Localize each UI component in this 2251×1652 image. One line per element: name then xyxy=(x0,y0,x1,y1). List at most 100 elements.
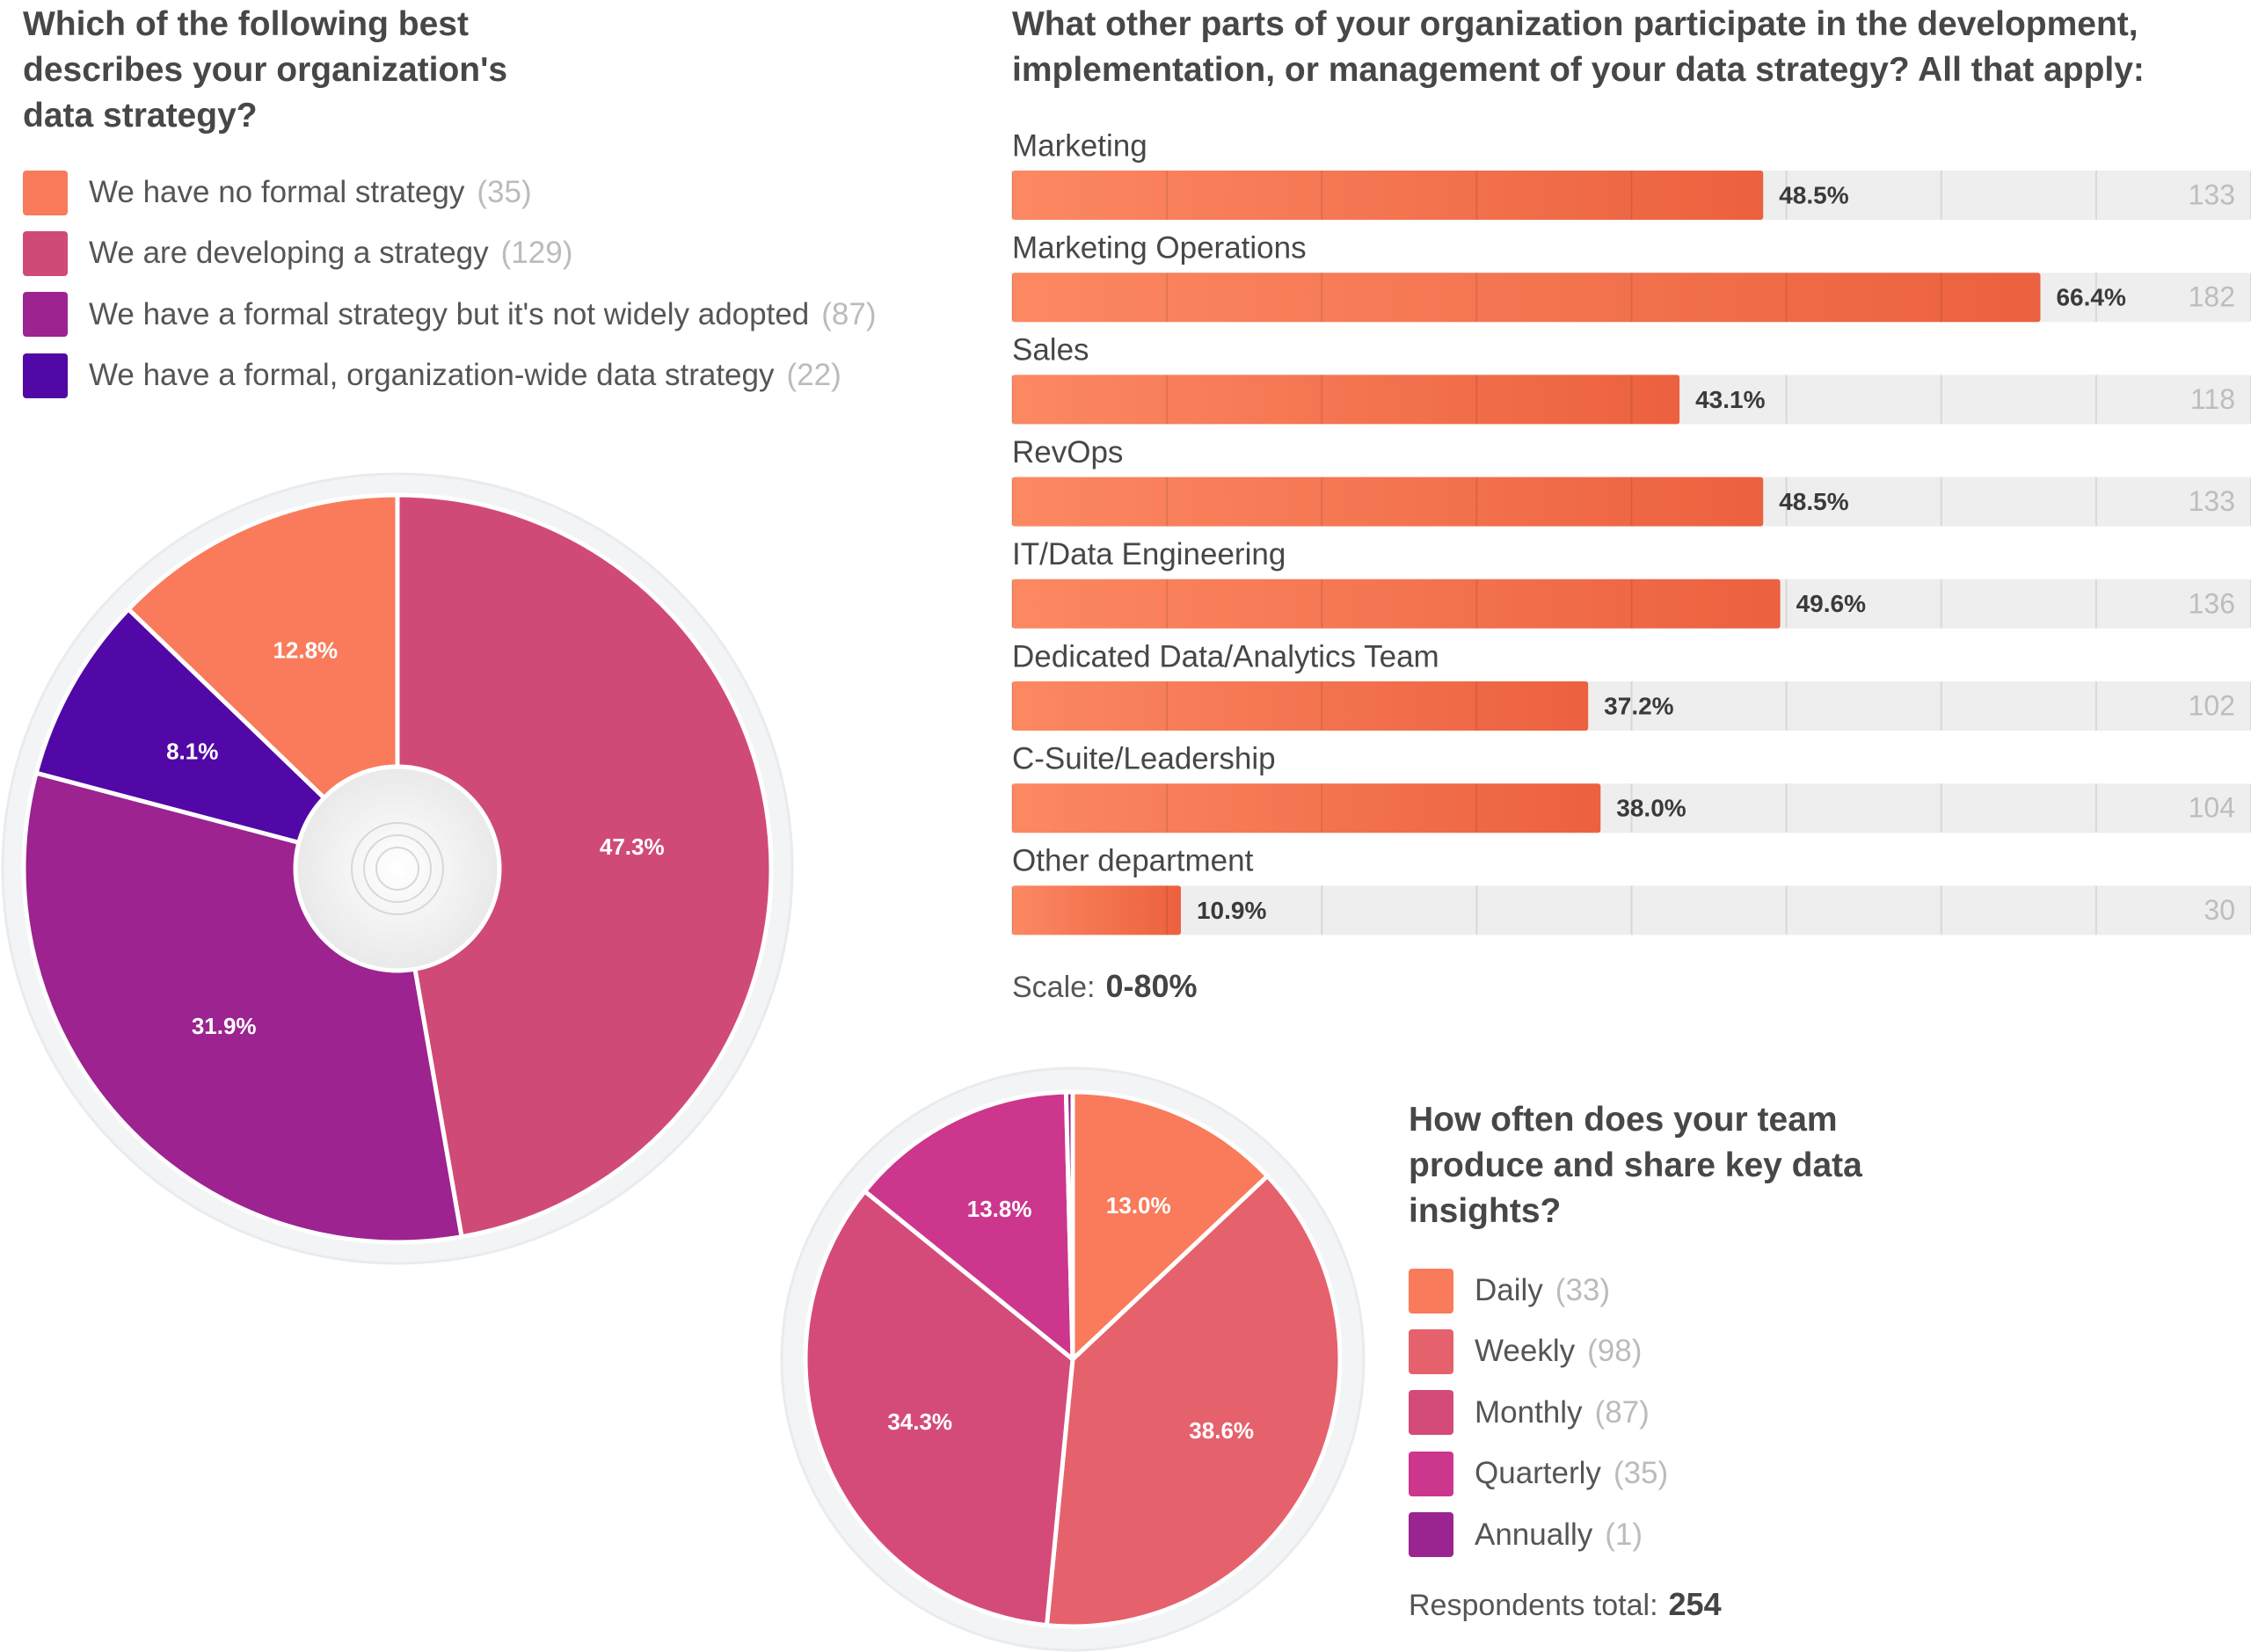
pie-slice xyxy=(33,607,400,871)
bar-count: 133 xyxy=(2189,485,2235,517)
respondents-total: Respondents total: 254 xyxy=(1409,1586,1722,1623)
bar xyxy=(1012,375,1680,425)
category-label: Sales xyxy=(1012,333,1089,368)
scale-note: Scale: 0-80% xyxy=(1012,968,1198,1005)
legend-count: 35 xyxy=(1614,1456,1668,1491)
legend-swatch xyxy=(1409,1512,1453,1558)
legend-label: We have a formal, organization-wide data… xyxy=(89,358,775,393)
bar-value-label: 49.6% xyxy=(1796,590,1866,617)
legend-swatch xyxy=(23,353,68,398)
bar-count: 30 xyxy=(2204,894,2235,926)
category-label: Dedicated Data/Analytics Team xyxy=(1012,639,1439,673)
bar-value-label: 10.9% xyxy=(1197,897,1266,924)
legend-item: We have no formal strategy 35 xyxy=(23,170,532,215)
slice-label: 13.8% xyxy=(967,1196,1032,1222)
total-label: Respondents total: xyxy=(1409,1589,1658,1622)
bar-count: 104 xyxy=(2189,792,2235,824)
legend-label: Annually xyxy=(1475,1517,1593,1552)
bar-count: 136 xyxy=(2189,587,2235,619)
pie-slice xyxy=(1044,1174,1343,1629)
legend-label: Weekly xyxy=(1475,1334,1576,1369)
legend-label: Monthly xyxy=(1475,1394,1583,1430)
total-value: 254 xyxy=(1668,1586,1722,1622)
legend-swatch xyxy=(1409,1451,1453,1496)
hole-ring xyxy=(351,822,444,915)
legend-count: 129 xyxy=(501,236,573,271)
legend-item: Daily 33 xyxy=(1409,1268,1610,1314)
category-label: Marketing xyxy=(1012,128,1147,163)
legend-item: We are developing a strategy 129 xyxy=(23,230,572,276)
pie-slice xyxy=(395,492,774,1240)
bar xyxy=(1012,171,1764,220)
legend-label: We are developing a strategy xyxy=(89,236,489,271)
bar-value-label: 66.4% xyxy=(2056,284,2125,311)
bar xyxy=(1012,477,1764,527)
legend-item: We have a formal strategy but it's not w… xyxy=(23,292,877,338)
bar-count: 102 xyxy=(2189,689,2235,721)
legend-item: Quarterly 35 xyxy=(1409,1451,1668,1496)
legend-count: 1 xyxy=(1605,1517,1643,1553)
bar xyxy=(1012,579,1781,629)
chart-title: How often does your team produce and sha… xyxy=(1409,1101,1862,1230)
legend-item: Annually 1 xyxy=(1409,1512,1643,1558)
legend-count: 33 xyxy=(1555,1273,1610,1308)
legend-label: Daily xyxy=(1475,1273,1543,1307)
category-label: Marketing Operations xyxy=(1012,230,1307,265)
legend-item: We have a formal, organization-wide data… xyxy=(23,353,841,398)
slice-label: 38.6% xyxy=(1189,1417,1254,1444)
legend-count: 87 xyxy=(1595,1395,1650,1430)
legend-swatch xyxy=(1409,1268,1453,1314)
legend-count: 22 xyxy=(787,358,841,393)
category-label: C-Suite/Leadership xyxy=(1012,741,1276,775)
legend-swatch xyxy=(23,170,68,215)
legend-label: Quarterly xyxy=(1475,1456,1601,1491)
legend-count: 87 xyxy=(821,297,876,332)
pie-slice xyxy=(1063,1089,1075,1362)
legend-label: We have no formal strategy xyxy=(89,175,465,209)
scale-label: Scale: xyxy=(1012,970,1096,1004)
bar-value-label: 48.5% xyxy=(1779,488,1848,515)
pie-slice xyxy=(1070,1089,1270,1362)
slice-label: 47.3% xyxy=(600,833,665,860)
category-label: IT/Data Engineering xyxy=(1012,537,1286,571)
legend-count: 98 xyxy=(1587,1334,1642,1369)
legend-swatch xyxy=(1409,1328,1453,1374)
bar-value-label: 38.0% xyxy=(1616,795,1686,822)
hole-ring xyxy=(375,847,419,891)
pie-slice xyxy=(126,492,400,871)
pie-slice xyxy=(863,1089,1075,1362)
legend-count: 35 xyxy=(477,175,531,210)
legend-swatch xyxy=(23,292,68,338)
slice-label: 12.8% xyxy=(273,637,338,663)
bar xyxy=(1012,783,1601,833)
category-label: Other department xyxy=(1012,844,1254,878)
bar-value-label: 48.5% xyxy=(1779,181,1848,208)
bar-count: 118 xyxy=(2190,383,2235,415)
legend-label: We have a formal strategy but it's not w… xyxy=(89,296,810,331)
pie-slice xyxy=(803,1189,1075,1628)
slice-label: 8.1% xyxy=(166,738,218,764)
legend-item: Weekly 98 xyxy=(1409,1328,1642,1374)
bar-count: 182 xyxy=(2189,281,2235,313)
hole-ring xyxy=(363,834,432,903)
bar xyxy=(1012,885,1181,935)
slice-label: 31.9% xyxy=(192,1013,257,1039)
bar-value-label: 37.2% xyxy=(1604,692,1673,719)
bar-track xyxy=(1012,885,2251,935)
chart-title: What other parts of your organization pa… xyxy=(1012,5,2145,89)
slice-label: 34.3% xyxy=(887,1408,952,1435)
bar xyxy=(1012,273,2041,323)
category-label: RevOps xyxy=(1012,435,1123,469)
slice-label: 13.0% xyxy=(1106,1192,1171,1219)
bar-value-label: 43.1% xyxy=(1695,386,1765,413)
bar-count: 133 xyxy=(2189,178,2235,210)
legend-swatch xyxy=(23,230,68,276)
legend-swatch xyxy=(1409,1390,1453,1436)
bar xyxy=(1012,681,1589,731)
chart-title: Which of the following best describes yo… xyxy=(23,5,508,135)
legend-item: Monthly 87 xyxy=(1409,1390,1650,1436)
scale-value: 0-80% xyxy=(1105,967,1198,1004)
donut-hole xyxy=(293,764,502,973)
